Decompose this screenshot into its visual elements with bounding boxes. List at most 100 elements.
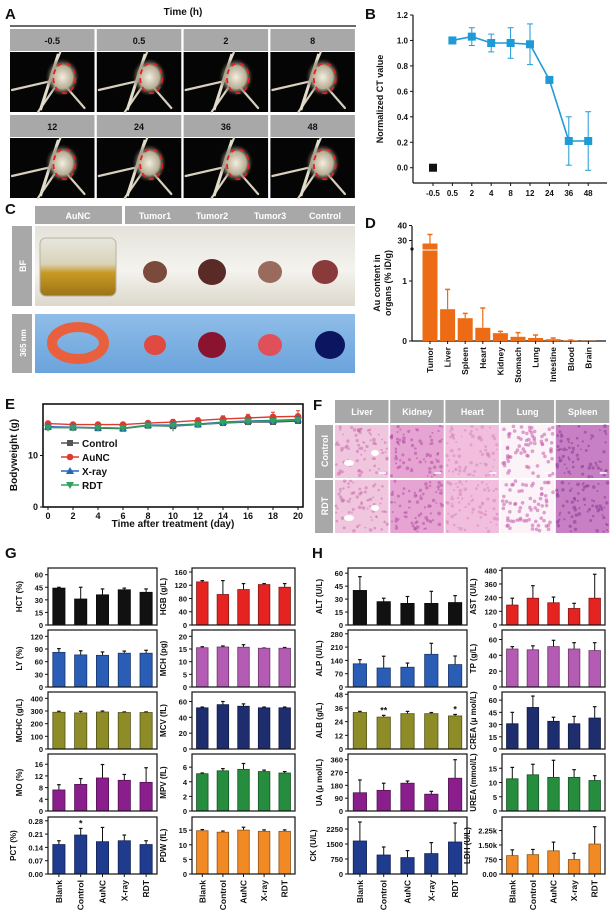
timepoint-label: 0.5 xyxy=(133,36,146,46)
tumor-region xyxy=(45,144,80,183)
tissue-cell xyxy=(344,445,348,449)
y-tick-label: 0.8 xyxy=(397,62,409,71)
bar xyxy=(376,716,391,750)
tissue-cell xyxy=(401,453,405,457)
tissue-cell xyxy=(431,519,434,522)
bar xyxy=(237,705,250,750)
bar xyxy=(545,339,561,341)
tissue-cell xyxy=(357,469,361,473)
column-header-bg xyxy=(500,400,555,423)
tissue-cell xyxy=(478,505,482,509)
histology-image xyxy=(445,425,499,478)
tissue-cell xyxy=(485,464,488,467)
tissue-cell xyxy=(592,435,595,438)
bar xyxy=(567,608,581,626)
tissue-cell xyxy=(477,435,482,440)
tissue-cell xyxy=(340,499,345,503)
tissue-cell xyxy=(363,490,367,494)
bar xyxy=(567,723,581,750)
tissue-cell xyxy=(379,502,382,505)
tissue-cell xyxy=(396,441,400,444)
tissue-cell xyxy=(352,529,356,533)
legend-label: Control xyxy=(82,439,118,450)
tissue-cell xyxy=(373,526,377,530)
tissue-cell xyxy=(345,444,349,448)
tissue-cell xyxy=(450,427,454,431)
axis-break-mark xyxy=(410,247,414,251)
column-header-bg xyxy=(35,206,122,224)
tissue-cell xyxy=(439,483,444,487)
tissue-cell xyxy=(495,512,499,516)
tissue-cell xyxy=(398,504,402,508)
tissue-cell xyxy=(594,504,599,508)
tissue-cell xyxy=(475,428,478,431)
y-tick-label: 0 xyxy=(39,683,43,692)
plot-frame xyxy=(191,691,296,750)
tissue-cell xyxy=(582,482,585,485)
tissue-cell xyxy=(591,514,595,518)
significance-mark: * xyxy=(453,704,457,714)
tissue-cell xyxy=(449,436,452,439)
bar xyxy=(257,707,271,750)
tissue-cell xyxy=(335,519,339,523)
time-header xyxy=(183,115,269,137)
tissue-cell xyxy=(408,506,411,509)
tissue-cell xyxy=(350,491,354,495)
y-tick-label: 240 xyxy=(484,594,497,603)
tissue-cell xyxy=(484,448,488,452)
tissue-cell xyxy=(586,484,590,488)
tissue-cell xyxy=(485,526,488,529)
tumor-outline xyxy=(139,148,164,181)
bar-plot-mchc: 0 100 200 300 400 MCHC (g/L) xyxy=(15,691,158,754)
y-tick-label: 360 xyxy=(330,756,343,765)
tissue-cell xyxy=(363,449,366,452)
y-tick-label: 24 xyxy=(335,718,344,727)
chart-b-ct-value: 0.00.20.40.60.81.01.2-0.5 0.5 2 4 8 12 24 36 48N… xyxy=(375,11,607,198)
tissue-cell xyxy=(540,504,545,508)
tissue-cell xyxy=(592,500,596,503)
tissue-cell xyxy=(542,432,547,437)
tissue-cell xyxy=(384,451,387,454)
tissue-cell xyxy=(477,436,481,440)
tissue-cell xyxy=(540,442,545,447)
tissue-cell xyxy=(398,465,402,469)
y-tick-label: 1.50k xyxy=(478,841,498,850)
tissue-cell xyxy=(587,444,590,448)
marker-triangle-down xyxy=(219,419,227,427)
tissue-cell xyxy=(342,433,344,436)
tissue-cell xyxy=(570,500,575,504)
bar xyxy=(510,336,526,341)
tissue-cell xyxy=(461,497,464,500)
y-tick-label: 5 xyxy=(493,793,497,802)
tissue-cell xyxy=(561,454,565,459)
y-tick-label: 300 xyxy=(30,707,43,716)
bar xyxy=(196,581,209,626)
bar xyxy=(74,654,88,688)
tissue-cell xyxy=(483,512,487,516)
bar xyxy=(448,715,463,750)
bar xyxy=(352,663,367,688)
tissue-cell xyxy=(396,494,400,498)
bar xyxy=(117,652,131,688)
tissue-cell xyxy=(452,436,456,440)
column-header: Control xyxy=(309,211,341,221)
bar xyxy=(257,584,271,626)
tissue-cell xyxy=(496,448,498,451)
y-tick-label: 0.6 xyxy=(397,87,409,96)
tissue-cell xyxy=(359,446,364,451)
tissue-cell xyxy=(424,527,428,530)
tissue-cell xyxy=(440,489,443,492)
tissue-cell xyxy=(394,451,397,454)
bar xyxy=(74,784,88,812)
legend-item: RDT xyxy=(61,481,103,492)
bar xyxy=(588,650,601,688)
row-header-bg xyxy=(12,314,32,373)
x-tick-label: 12 xyxy=(526,189,535,198)
tissue-cell xyxy=(384,510,387,514)
tissue-cell xyxy=(485,513,488,516)
tissue-cell xyxy=(358,430,362,435)
y-tick-label: 180 xyxy=(330,781,343,790)
x-tick-label: RDT xyxy=(141,879,151,897)
tissue-cell xyxy=(402,436,406,441)
